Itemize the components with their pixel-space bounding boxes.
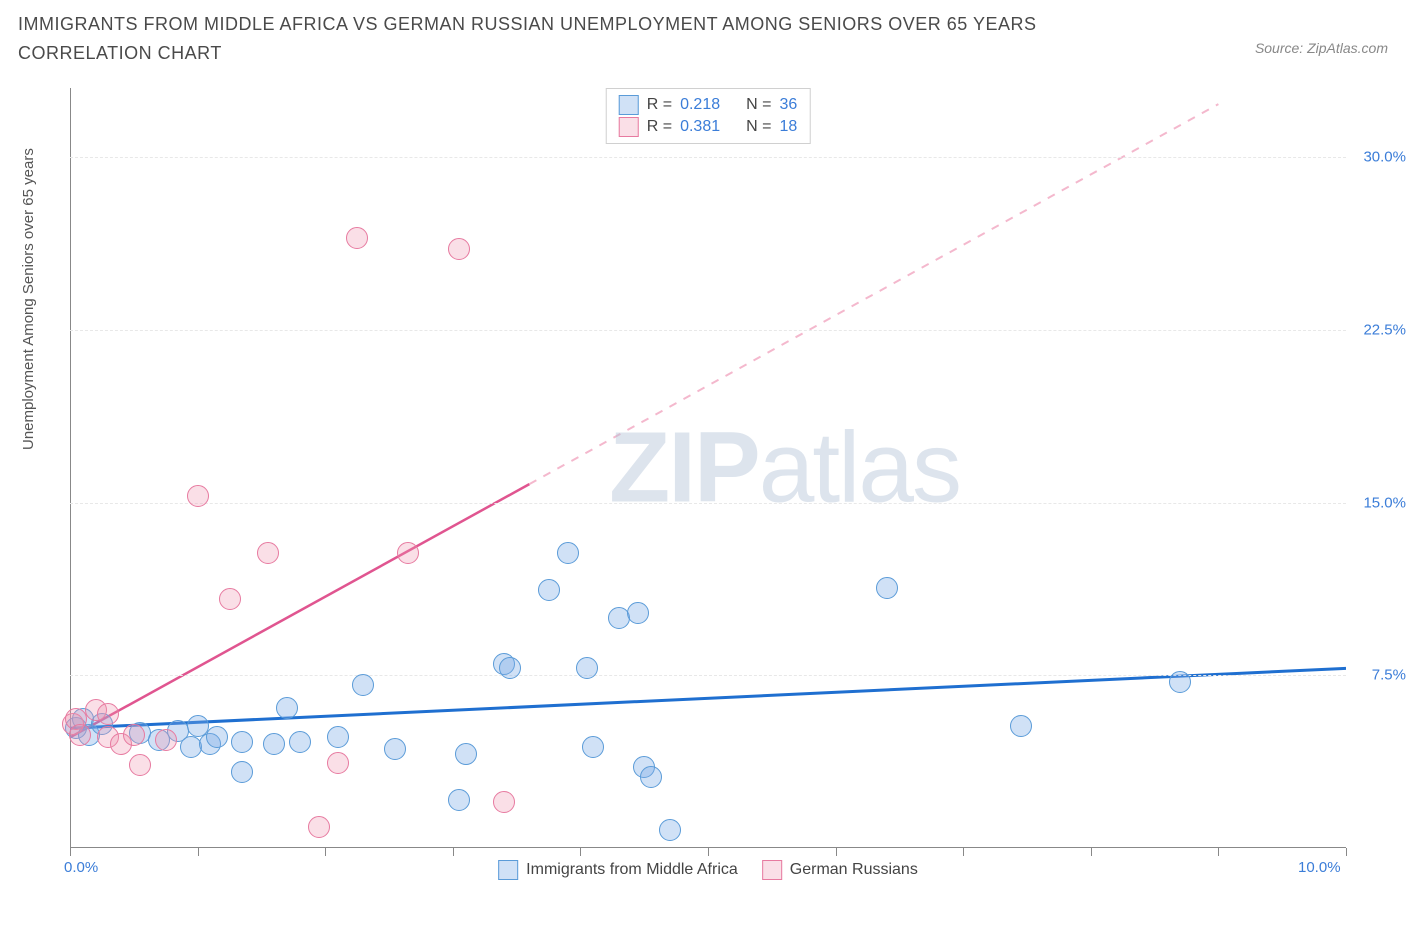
data-point [308,816,330,838]
data-point [123,724,145,746]
data-point [499,657,521,679]
data-point [582,736,604,758]
x-tick-mark [1218,848,1219,856]
y-tick-label: 15.0% [1363,494,1406,511]
legend-item: German Russians [762,860,918,880]
x-tick-mark [1091,848,1092,856]
legend-swatch [619,117,639,137]
x-tick-mark [708,848,709,856]
legend-n-label: N = [746,96,771,114]
data-point [448,789,470,811]
legend-item: Immigrants from Middle Africa [498,860,738,880]
x-tick-mark [198,848,199,856]
legend-r-label: R = [647,118,672,136]
data-point [327,726,349,748]
gridline [70,675,1346,676]
correlation-legend: R = 0.218 N = 36 R = 0.381 N = 18 [606,88,811,144]
data-point [263,733,285,755]
x-tick-mark [70,848,71,856]
data-point [257,542,279,564]
gridline [70,157,1346,158]
chart-title: IMMIGRANTS FROM MIDDLE AFRICA VS GERMAN … [18,10,1118,68]
legend-swatch [498,860,518,880]
watermark: ZIPatlas [609,411,960,526]
x-tick-mark [836,848,837,856]
data-point [455,743,477,765]
legend-row: R = 0.218 N = 36 [619,95,798,115]
series-legend: Immigrants from Middle Africa German Russ… [498,860,918,880]
legend-n-value: 36 [779,96,797,114]
legend-r-value: 0.381 [680,118,720,136]
data-point [69,724,91,746]
legend-n-value: 18 [779,118,797,136]
x-tick-mark [580,848,581,856]
data-point [448,238,470,260]
data-point [493,791,515,813]
data-point [231,731,253,753]
y-tick-label: 22.5% [1363,321,1406,338]
data-point [327,752,349,774]
legend-series-label: Immigrants from Middle Africa [526,861,738,879]
x-tick-label: 10.0% [1298,859,1341,876]
data-point [289,731,311,753]
data-point [346,227,368,249]
data-point [219,588,241,610]
data-point [276,697,298,719]
x-tick-mark [453,848,454,856]
legend-swatch [762,860,782,880]
x-tick-mark [1346,848,1347,856]
y-tick-label: 7.5% [1372,667,1406,684]
source-citation: Source: ZipAtlas.com [1255,40,1388,56]
legend-swatch [619,95,639,115]
data-point [627,602,649,624]
data-point [384,738,406,760]
data-point [640,766,662,788]
data-point [538,579,560,601]
data-point [557,542,579,564]
scatter-chart: ZIPatlas R =0.218N =36R =0.381N =18 Immi… [70,88,1346,848]
data-point [876,577,898,599]
data-point [397,542,419,564]
data-point [187,485,209,507]
gridline [70,503,1346,504]
data-point [206,726,228,748]
trend-lines [70,88,1346,848]
data-point [231,761,253,783]
legend-r-label: R = [647,96,672,114]
data-point [1169,671,1191,693]
data-point [352,674,374,696]
data-point [576,657,598,679]
data-point [155,729,177,751]
data-point [97,703,119,725]
x-tick-mark [963,848,964,856]
legend-row: R = 0.381 N = 18 [619,117,798,137]
data-point [129,754,151,776]
gridline [70,330,1346,331]
y-tick-label: 30.0% [1363,149,1406,166]
legend-series-label: German Russians [790,861,918,879]
legend-r-value: 0.218 [680,96,720,114]
x-tick-mark [325,848,326,856]
data-point [659,819,681,841]
y-axis-label: Unemployment Among Seniors over 65 years [20,148,37,450]
legend-n-label: N = [746,118,771,136]
x-tick-label: 0.0% [64,859,98,876]
data-point [1010,715,1032,737]
